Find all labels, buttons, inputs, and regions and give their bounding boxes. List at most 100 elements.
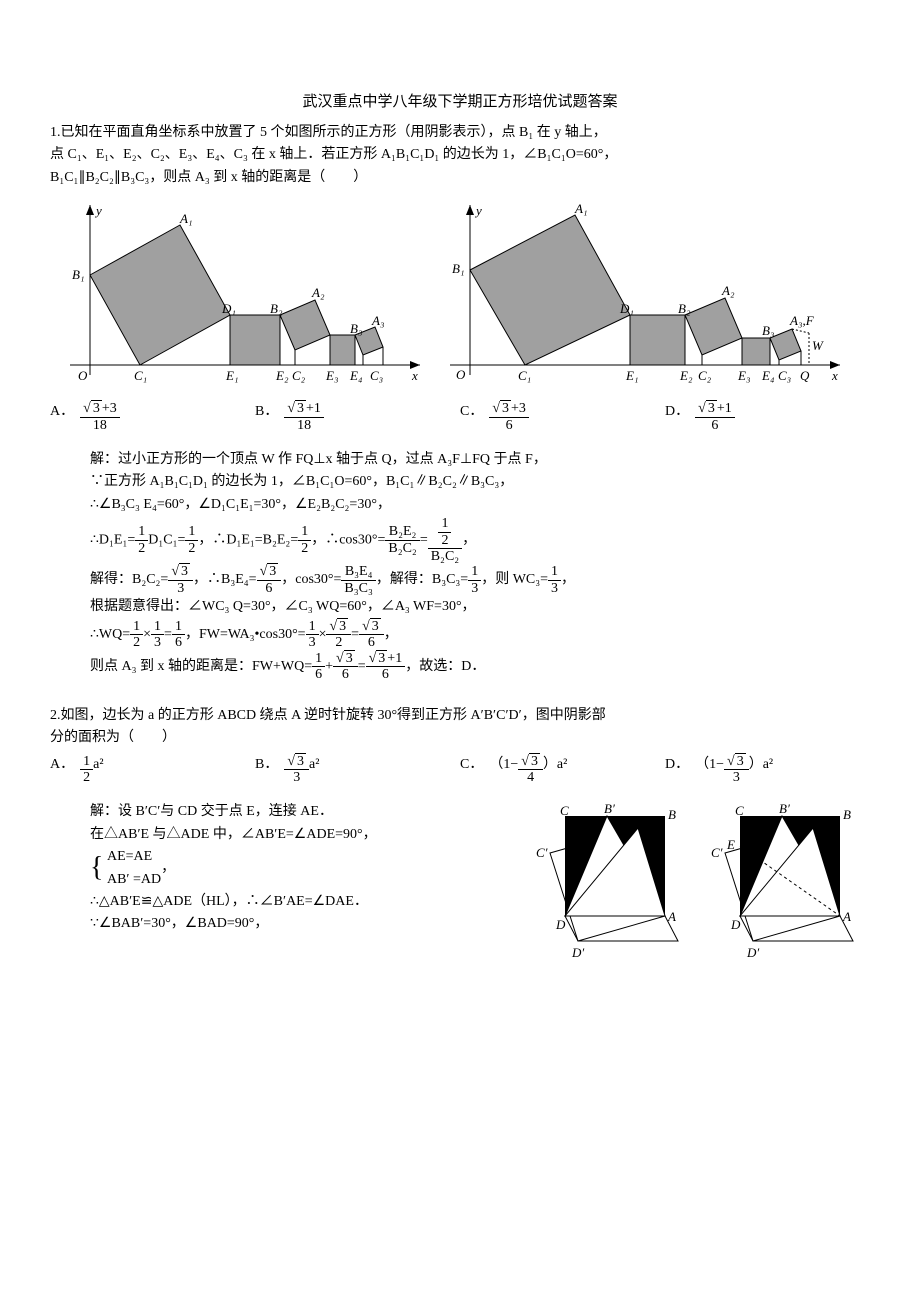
svg-text:O: O <box>78 368 88 383</box>
q1-figure-left: y x O A₁ B₁ C₁ D₁ E₁ B₂ A₂ E₂ C₂ E₃ B₃ A… <box>50 195 430 395</box>
q1-options: A． √3+318 B． √3+118 C． √3+36 D． √3+16 <box>50 401 870 433</box>
text: AE=AE <box>107 849 152 864</box>
fraction: √3+16 <box>366 651 406 683</box>
text: 解得：B₂C₂= <box>90 572 168 587</box>
text: ）a² <box>543 754 567 776</box>
svg-text:B₂: B₂ <box>678 301 691 316</box>
svg-text:B₁: B₁ <box>452 261 464 276</box>
text: AB′ =AD <box>107 872 161 887</box>
svg-text:A₃: A₃ <box>371 313 384 328</box>
fraction: 12 <box>298 524 311 556</box>
q2-solution: 解：设 B′C′与 CD 交于点 E，连接 AE． 在△AB′E 与△ADE 中… <box>90 801 520 935</box>
svg-text:C: C <box>560 803 569 818</box>
svg-text:x: x <box>831 368 838 383</box>
text: （1− <box>695 754 724 776</box>
q1-option-c: C． √3+36 <box>460 401 665 433</box>
svg-text:E₁: E₁ <box>625 368 638 383</box>
option-label: B． <box>255 754 278 776</box>
fraction: √3+118 <box>284 401 324 433</box>
svg-text:A₁: A₁ <box>574 201 587 216</box>
svg-text:D: D <box>555 917 566 932</box>
svg-text:A₂: A₂ <box>311 285 325 300</box>
q1-sol-5: 解得：B₂C₂=√33，∴B₃E₄=√36，cos30°=B₃E₄B₃C₃，解得… <box>90 564 870 596</box>
page-title: 武汉重点中学八年级下学期正方形培优试题答案 <box>50 90 870 114</box>
q1-figure-right: y x O A₁ B₁ C₁ D₁ E₁ B₂ A₂ E₂ C₂ E₃ B₃ A… <box>440 195 850 395</box>
option-label: C． <box>460 754 483 776</box>
fraction: 16 <box>172 619 185 651</box>
q1-solution: 解：过小正方形的一个顶点 W 作 FQ⊥x 轴于点 Q，过点 A₃F⊥FQ 于点… <box>90 449 870 682</box>
q2-option-d: D． （1−√33）a² <box>665 754 870 786</box>
svg-text:A₁: A₁ <box>179 211 192 226</box>
text: D₁C₁= <box>148 532 185 547</box>
svg-text:B₃: B₃ <box>762 323 774 338</box>
svg-text:B₂: B₂ <box>270 301 283 316</box>
option-label: C． <box>460 401 483 423</box>
q2-sol-3: { AE=AE AB′ =AD ， <box>90 846 520 891</box>
svg-text:B₁: B₁ <box>72 267 84 282</box>
text: ，∴B₃E₄= <box>193 572 257 587</box>
q2-figure-left: C B′ B C′ D A D′ <box>530 801 690 966</box>
svg-text:O: O <box>456 367 466 382</box>
svg-text:E₂: E₂ <box>679 368 693 383</box>
q2-line2: 分的面积为（ ） <box>50 727 870 749</box>
svg-text:C: C <box>735 803 744 818</box>
q1-figures: y x O A₁ B₁ C₁ D₁ E₁ B₂ A₂ E₂ C₂ E₃ B₃ A… <box>50 195 870 395</box>
q1-option-a: A． √3+318 <box>50 401 255 433</box>
q1-sol-8: 则点 A₃ 到 x 轴的距离是：FW+WQ=16+√36=√3+16，故选：D． <box>90 651 870 683</box>
q2-sol-5: ∵∠BAB′=30°，∠BAD=90°， <box>90 913 520 935</box>
svg-text:y: y <box>474 203 482 218</box>
text: ∴D₁E₁= <box>90 532 135 547</box>
svg-text:E₄: E₄ <box>761 368 775 383</box>
left-brace: { <box>90 852 103 883</box>
fraction: √3+318 <box>80 401 120 433</box>
svg-text:C′: C′ <box>536 845 548 860</box>
fraction: √33 <box>284 754 309 786</box>
svg-text:A₃,F: A₃,F <box>789 313 815 328</box>
fraction: 13 <box>468 564 481 596</box>
q1-sol-2: ∵正方形 A₁B₁C₁D₁ 的边长为 1，∠B₁C₁O=60°，B₁C₁∥B₂C… <box>90 471 870 493</box>
svg-text:B₃: B₃ <box>350 321 362 336</box>
fraction: 13 <box>151 619 164 651</box>
svg-text:E₃: E₃ <box>325 368 338 383</box>
fraction: √33 <box>724 754 749 786</box>
q1-sol-7: ∴WQ=12×13=16，FW=WA₃•cos30°=13×√32=√36， <box>90 619 870 651</box>
option-label: D． <box>665 754 689 776</box>
q1-sol-3: ∴∠B₃C₃ E₄=60°，∠D₁C₁E₁=30°，∠E₂B₂C₂=30°， <box>90 494 870 516</box>
svg-text:C₃: C₃ <box>778 368 791 383</box>
svg-text:y: y <box>94 203 102 218</box>
q1-option-d: D． √3+16 <box>665 401 870 433</box>
svg-text:C′: C′ <box>711 845 723 860</box>
fraction: 12 <box>135 524 148 556</box>
svg-text:x: x <box>411 368 418 383</box>
fraction: 13 <box>306 619 319 651</box>
text: a² <box>93 754 103 776</box>
fraction: √3+16 <box>695 401 735 433</box>
text: （1− <box>489 754 518 776</box>
svg-text:C₁: C₁ <box>134 368 147 383</box>
option-label: D． <box>665 401 689 423</box>
text: 则点 A₃ 到 x 轴的距离是：FW+WQ= <box>90 659 312 674</box>
fraction: 16 <box>312 651 325 683</box>
svg-text:D: D <box>730 917 741 932</box>
q2-line1: 2.如图，边长为 a 的正方形 ABCD 绕点 A 逆时针旋转 30°得到正方形… <box>50 705 870 727</box>
option-label: A． <box>50 754 74 776</box>
q1-line1: 1.已知在平面直角坐标系中放置了 5 个如图所示的正方形（用阴影表示），点 B₁… <box>50 122 870 144</box>
text: ，cos30°= <box>281 572 341 587</box>
svg-text:E: E <box>726 837 735 852</box>
q2-sol-2: 在△AB′E 与△ADE 中，∠AB′E=∠ADE=90°， <box>90 824 520 846</box>
svg-text:D₁: D₁ <box>221 301 236 316</box>
fraction: 12 <box>185 524 198 556</box>
option-label: B． <box>255 401 278 423</box>
svg-text:D₁: D₁ <box>619 301 634 316</box>
q1-option-b: B． √3+118 <box>255 401 460 433</box>
svg-text:C₂: C₂ <box>292 368 306 383</box>
fraction: √3+36 <box>489 401 529 433</box>
q1-line3: B₁C₁∥B₂C₂∥B₃C₃，则点 A₃ 到 x 轴的距离是（ ） <box>50 167 870 189</box>
svg-text:A: A <box>667 909 676 924</box>
q2-sol-1: 解：设 B′C′与 CD 交于点 E，连接 AE． <box>90 801 520 823</box>
svg-text:C₃: C₃ <box>370 368 383 383</box>
q2-option-a: A． 12a² <box>50 754 255 786</box>
svg-text:Q: Q <box>800 368 810 383</box>
svg-text:C₁: C₁ <box>518 368 531 383</box>
fraction: √36 <box>257 564 282 596</box>
